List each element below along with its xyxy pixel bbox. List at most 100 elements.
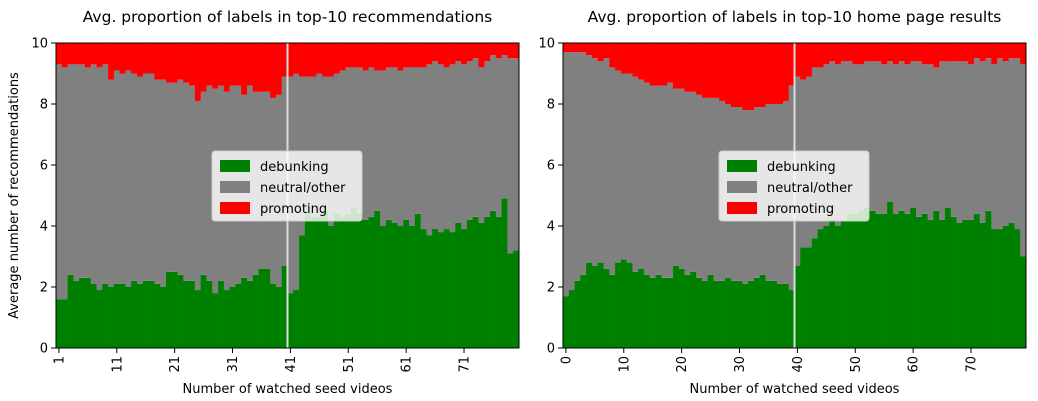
- bar-debunking: [252, 274, 259, 348]
- bar-promoting: [921, 43, 928, 65]
- x-tick-label: 50: [849, 356, 864, 373]
- bar-neutral-other: [420, 67, 427, 230]
- bar-debunking: [218, 280, 225, 348]
- bar-debunking: [684, 274, 691, 348]
- bar-promoting: [84, 43, 92, 68]
- bar-debunking: [90, 283, 97, 348]
- bar-promoting: [1002, 43, 1009, 62]
- bar-promoting: [661, 43, 668, 86]
- bar-debunking: [620, 259, 628, 348]
- bar-promoting: [194, 43, 202, 101]
- bar-promoting: [563, 43, 570, 53]
- bar-debunking: [725, 277, 732, 348]
- bar-promoting: [403, 43, 410, 68]
- bar-promoting: [466, 43, 474, 62]
- bar-debunking: [638, 268, 645, 348]
- x-tick-label: 41: [284, 356, 299, 373]
- bar-neutral-other: [513, 58, 520, 251]
- bar-promoting: [788, 43, 795, 86]
- bar-debunking: [823, 226, 830, 348]
- bar-debunking: [293, 290, 300, 348]
- bar-promoting: [811, 43, 818, 68]
- y-tick-label: 4: [547, 220, 555, 235]
- bar-neutral-other: [991, 64, 998, 230]
- x-tick-label: 30: [733, 356, 748, 373]
- bar-promoting: [944, 43, 952, 62]
- bar-promoting: [102, 43, 109, 65]
- bar-promoting: [252, 43, 259, 92]
- bar-promoting: [165, 43, 173, 83]
- bar-promoting: [1014, 43, 1021, 59]
- bar-promoting: [119, 43, 126, 74]
- bar-debunking: [968, 219, 975, 348]
- bar-neutral-other: [200, 91, 207, 275]
- bar-debunking: [846, 213, 853, 348]
- bar-promoting: [177, 43, 184, 80]
- bar-promoting: [678, 43, 685, 89]
- bar-debunking: [950, 216, 957, 348]
- bar-debunking: [299, 235, 306, 348]
- bar-neutral-other: [171, 82, 178, 272]
- bar-neutral-other: [904, 64, 911, 214]
- bar-debunking: [817, 229, 824, 348]
- bar-debunking: [655, 274, 662, 348]
- bar-neutral-other: [927, 64, 934, 220]
- bar-promoting: [374, 43, 381, 71]
- bar-neutral-other: [119, 73, 126, 284]
- bar-debunking: [374, 210, 381, 348]
- bar-promoting: [597, 43, 604, 62]
- legend-label: promoting: [767, 202, 834, 217]
- bar-debunking: [356, 213, 364, 348]
- bar-promoting: [333, 43, 340, 74]
- bar-debunking: [397, 226, 404, 348]
- bar-debunking: [759, 274, 766, 348]
- bar-promoting: [852, 43, 859, 65]
- bar-neutral-other: [362, 70, 369, 220]
- bar-debunking: [484, 216, 491, 348]
- bar-promoting: [719, 43, 726, 101]
- bar-promoting: [1008, 43, 1015, 59]
- bar-debunking: [887, 201, 894, 348]
- bar-debunking: [591, 265, 599, 348]
- bar-neutral-other: [356, 67, 364, 214]
- bar-debunking: [165, 271, 173, 348]
- bar-promoting: [962, 43, 969, 62]
- bar-promoting: [449, 43, 456, 65]
- bar-debunking: [154, 283, 161, 348]
- bar-debunking: [235, 283, 242, 348]
- bar-promoting: [299, 43, 306, 77]
- bar-debunking: [287, 293, 294, 348]
- bar-neutral-other: [397, 70, 404, 226]
- bar-neutral-other: [154, 79, 161, 284]
- bar-neutral-other: [432, 61, 439, 230]
- bar-neutral-other: [944, 61, 952, 208]
- bar-promoting: [461, 43, 468, 65]
- bar-neutral-other: [956, 61, 963, 223]
- x-axis-label: Number of watched seed videos: [183, 382, 393, 397]
- bar-neutral-other: [887, 61, 894, 202]
- x-tick-label: 11: [110, 356, 125, 373]
- bar-promoting: [339, 43, 346, 71]
- y-tick-label: 10: [538, 37, 555, 52]
- bar-debunking: [753, 277, 761, 348]
- bar-neutral-other: [597, 61, 604, 263]
- bar-debunking: [420, 229, 427, 348]
- legend-swatch: [727, 202, 757, 214]
- bar-neutral-other: [385, 67, 393, 220]
- bar-promoting: [125, 43, 132, 71]
- bar-neutral-other: [1002, 61, 1009, 226]
- bar-promoting: [351, 43, 358, 68]
- bar-promoting: [258, 43, 265, 92]
- bar-neutral-other: [183, 82, 190, 281]
- bar-neutral-other: [345, 67, 352, 214]
- bar-neutral-other: [374, 70, 381, 211]
- bar-debunking: [281, 265, 288, 348]
- bar-neutral-other: [916, 61, 923, 217]
- bar-neutral-other: [108, 79, 115, 287]
- bar-promoting: [626, 43, 633, 74]
- bar-debunking: [852, 213, 859, 348]
- bar-neutral-other: [667, 82, 674, 278]
- bar-promoting: [281, 43, 288, 77]
- bar-promoting: [229, 43, 236, 86]
- bar-promoting: [478, 43, 485, 68]
